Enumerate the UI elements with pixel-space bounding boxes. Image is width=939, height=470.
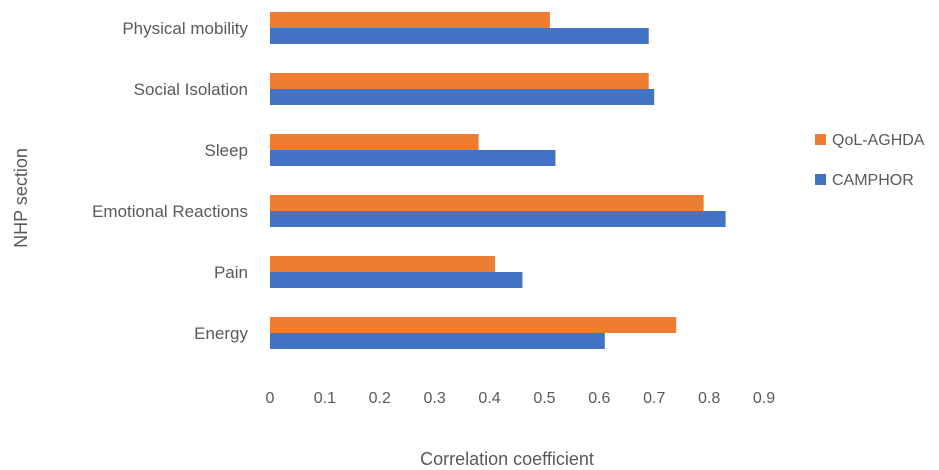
x-tick-label: 0.7 — [643, 390, 665, 407]
x-axis-ticks: 0 0.1 0.2 0.3 0.4 0.5 0.6 0.7 0.8 0.9 — [266, 390, 776, 407]
category-label: Social Isolation — [134, 80, 248, 99]
bar-camphor-4 — [270, 272, 523, 288]
bar-qol-aghda-5 — [270, 317, 677, 333]
bars-layer — [270, 12, 726, 349]
bar-qol-aghda-3 — [270, 195, 704, 211]
bar-camphor-1 — [270, 89, 655, 105]
category-label: Energy — [194, 324, 248, 343]
x-axis-title: Correlation coefficient — [420, 449, 594, 469]
category-label: Physical mobility — [122, 19, 248, 38]
legend-swatch-camphor — [815, 174, 826, 185]
x-tick-label: 0 — [266, 390, 275, 407]
legend-label: QoL-AGHDA — [832, 132, 925, 149]
category-labels: Physical mobility Social Isolation Sleep Em… — [92, 19, 248, 343]
bar-qol-aghda-0 — [270, 12, 550, 28]
x-tick-label: 0.1 — [314, 390, 336, 407]
bar-qol-aghda-1 — [270, 73, 649, 89]
bar-camphor-5 — [270, 333, 605, 349]
bar-qol-aghda-2 — [270, 134, 479, 150]
x-tick-label: 0.9 — [753, 390, 775, 407]
x-tick-label: 0.6 — [588, 390, 610, 407]
category-label: Emotional Reactions — [92, 202, 248, 221]
x-tick-label: 0.8 — [698, 390, 720, 407]
legend: QoL-AGHDA CAMPHOR — [815, 132, 925, 189]
y-axis-title: NHP section — [11, 148, 31, 248]
bar-camphor-0 — [270, 28, 649, 44]
x-tick-label: 0.3 — [424, 390, 446, 407]
bar-camphor-3 — [270, 211, 726, 227]
category-label: Pain — [214, 263, 248, 282]
category-label: Sleep — [205, 141, 248, 160]
legend-swatch-qol-aghda — [815, 134, 826, 145]
x-tick-label: 0.5 — [533, 390, 555, 407]
bar-camphor-2 — [270, 150, 556, 166]
bar-qol-aghda-4 — [270, 256, 496, 272]
x-tick-label: 0.2 — [369, 390, 391, 407]
legend-label: CAMPHOR — [832, 172, 914, 189]
x-tick-label: 0.4 — [478, 390, 500, 407]
